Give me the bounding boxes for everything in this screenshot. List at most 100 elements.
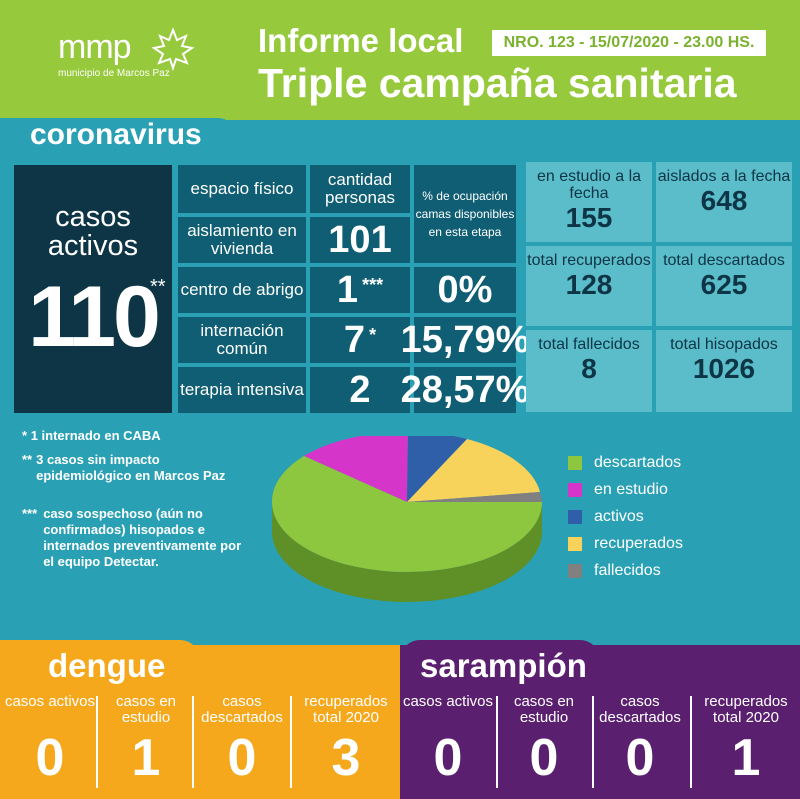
stat-label: total recuperados xyxy=(527,252,651,269)
note-mark: *** xyxy=(22,506,38,521)
legend-label: descartados xyxy=(594,454,682,471)
divider xyxy=(690,696,692,788)
header-cantidad: cantidad personas xyxy=(310,165,410,213)
legend-swatch xyxy=(568,483,582,497)
sarampion-value: 1 xyxy=(731,729,761,787)
stat-card: total descartados 625 xyxy=(656,246,792,326)
legend-fallecidos: fallecidos xyxy=(568,562,661,580)
header-ocupacion: % de ocupación camas disponibles en esta… xyxy=(414,165,516,263)
note-3: *** caso sospechoso (aún no confirmados)… xyxy=(22,506,252,570)
dengue-section xyxy=(0,645,400,799)
pie-slices xyxy=(271,436,542,602)
stat-label: total descartados xyxy=(663,252,785,269)
divider xyxy=(290,696,292,788)
sarampion-label: casos activos xyxy=(402,693,494,710)
row-value: 7 xyxy=(343,318,366,361)
divider xyxy=(496,696,498,788)
row-pct: 0% xyxy=(414,267,516,313)
header-bar xyxy=(0,0,800,120)
stat-label: en estudio a la fecha xyxy=(536,168,642,202)
note-2: ** 3 casos sin impacto epidemiológico en… xyxy=(22,452,242,484)
dengue-value: 0 xyxy=(227,729,257,787)
dengue-value: 1 xyxy=(131,729,161,787)
stat-card: total recuperados 128 xyxy=(526,246,652,326)
pie-edge-descartados xyxy=(272,502,542,602)
legend-swatch xyxy=(568,564,582,578)
casos-activos-mark: ** xyxy=(150,276,166,298)
stat-card: total hisopados 1026 xyxy=(656,330,792,412)
stat-label: aislados a la fecha xyxy=(657,168,791,185)
stat-value: 1026 xyxy=(692,353,756,384)
row-value: 2 xyxy=(310,367,410,413)
stat-value: 648 xyxy=(700,185,748,216)
sarampion-value: 0 xyxy=(529,729,559,787)
coronavirus-tab xyxy=(0,118,236,160)
stat-value: 625 xyxy=(700,269,748,300)
legend-label: activos xyxy=(594,508,644,525)
stat-label: total fallecidos xyxy=(538,336,640,353)
casos-activos-label: casos activos xyxy=(47,201,139,262)
row-pct: 28,57% xyxy=(401,367,529,413)
legend-swatch xyxy=(568,510,582,524)
pie-slice-recuperados xyxy=(407,439,540,502)
legend-activos: activos xyxy=(568,508,644,526)
pie-slice-en-estudio xyxy=(304,436,408,502)
sarampion-section xyxy=(400,645,800,799)
stat-value: 128 xyxy=(565,269,613,300)
note-text: 3 casos sin impacto epidemiológico en Ma… xyxy=(36,452,226,483)
sarampion-title: sarampión xyxy=(420,647,587,684)
dengue-label: casos descartados xyxy=(201,693,283,726)
campaign-title: Triple campaña sanitaria xyxy=(258,60,737,106)
stat-card: aislados a la fecha 648 xyxy=(656,162,792,242)
dengue-label: casos activos xyxy=(4,693,96,710)
leaf-logo-icon xyxy=(151,27,195,72)
coronavirus-title: coronavirus xyxy=(30,118,202,151)
sarampion-label: casos descartados xyxy=(599,693,681,726)
sarampion-value: 0 xyxy=(433,729,463,787)
sarampion-value: 0 xyxy=(625,729,655,787)
legend-swatch xyxy=(568,456,582,470)
stat-label: total hisopados xyxy=(670,336,778,353)
cases-pie-chart xyxy=(271,436,542,602)
dengue-title: dengue xyxy=(48,647,166,684)
row-value: 101 xyxy=(310,217,410,263)
legend-en-estudio: en estudio xyxy=(568,481,668,499)
row-pct: 15,79% xyxy=(401,317,529,363)
row-value-cell: 1 *** xyxy=(310,267,410,313)
divider xyxy=(592,696,594,788)
dengue-value: 0 xyxy=(35,729,65,787)
note-1: * 1 internado en CABA xyxy=(22,428,242,444)
row-value-cell: 7 * xyxy=(310,317,410,363)
header-espacio: espacio físico xyxy=(178,165,306,213)
note-text: 1 internado en CABA xyxy=(30,428,161,443)
pie-slice-descartados-2 xyxy=(271,456,407,502)
casos-activos-box xyxy=(14,165,172,413)
report-title: Informe local xyxy=(258,22,464,59)
casos-activos-value: 110 xyxy=(28,269,161,365)
row-mark: *** xyxy=(362,275,384,295)
legend-label: recuperados xyxy=(594,535,683,552)
dengue-label: casos en estudio xyxy=(115,693,177,726)
logo: mmp xyxy=(58,28,132,66)
row-label: internación común xyxy=(178,317,306,363)
pie-slice-activos xyxy=(407,436,467,502)
note-text: caso sospechoso (aún no confirmados) his… xyxy=(43,506,242,569)
dengue-label: recuperados total 2020 xyxy=(304,693,388,726)
report-badge: NRO. 123 - 15/07/2020 - 23.00 HS. xyxy=(492,30,766,56)
stat-value: 155 xyxy=(565,202,613,233)
row-label: aislamiento en vivienda xyxy=(178,217,306,263)
sarampion-label: casos en estudio xyxy=(513,693,575,726)
dengue-value: 3 xyxy=(331,729,361,787)
legend-label: en estudio xyxy=(594,481,668,498)
stat-value: 8 xyxy=(581,353,597,384)
row-value: 1 xyxy=(336,268,359,311)
legend-swatch xyxy=(568,537,582,551)
legend-label: fallecidos xyxy=(594,562,661,579)
legend-recuperados: recuperados xyxy=(568,535,683,553)
row-label: terapia intensiva xyxy=(178,367,306,413)
legend-descartados: descartados xyxy=(568,454,681,472)
sarampion-label: recuperados total 2020 xyxy=(704,693,788,726)
divider xyxy=(96,696,98,788)
pie-slice-fallecidos xyxy=(407,492,542,502)
stat-card: en estudio a la fecha 155 xyxy=(526,162,652,242)
